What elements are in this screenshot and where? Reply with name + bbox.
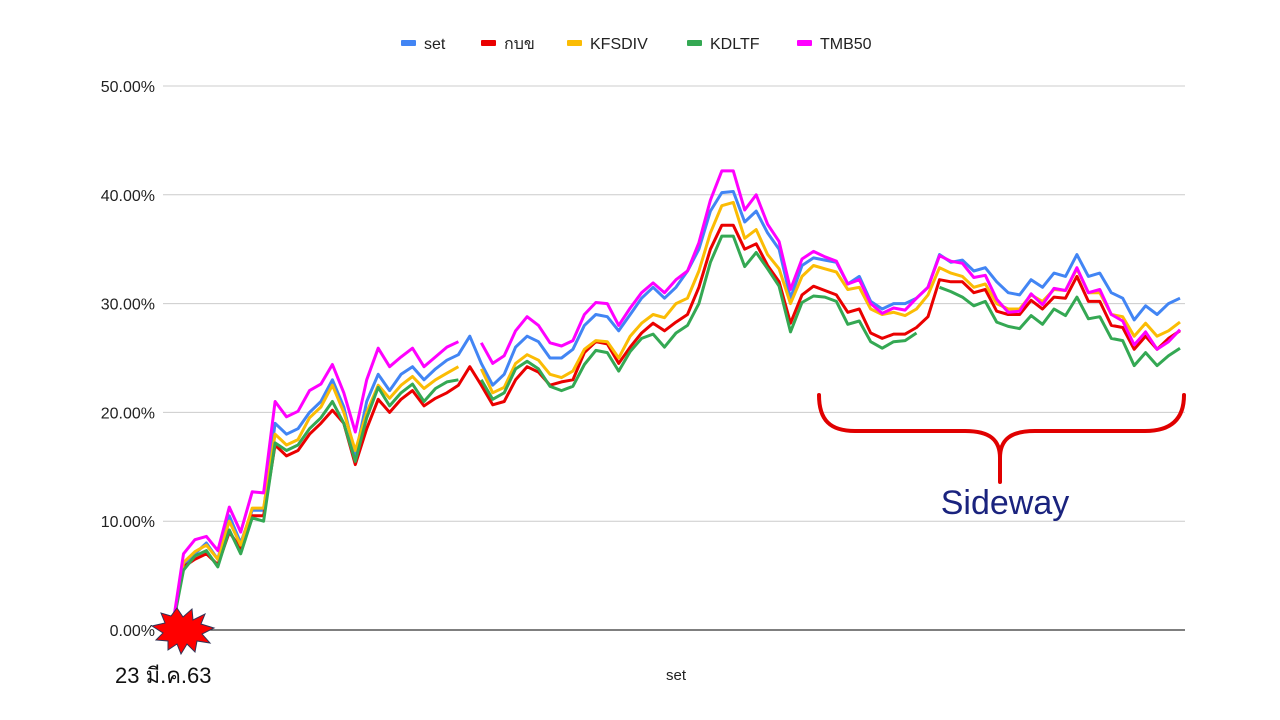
- chart-gridlines: [163, 85, 1185, 522]
- start-date-label: 23 มี.ค.63: [115, 663, 212, 688]
- y-tick-label: 50.00%: [101, 79, 155, 96]
- legend-label: KFSDIV: [590, 36, 648, 53]
- starburst-marker: [150, 607, 216, 656]
- series-line: [170, 234, 1181, 631]
- y-tick-label: 20.00%: [101, 405, 155, 422]
- legend-swatch: [567, 40, 582, 46]
- y-tick-label: 0.00%: [110, 623, 155, 640]
- x-axis-label: set: [666, 667, 687, 684]
- y-axis-ticks: 0.00% 10.00% 20.00% 30.00% 40.00% 50.00%: [101, 79, 155, 640]
- legend-label: TMB50: [820, 36, 872, 53]
- sideway-annotation: Sideway: [941, 484, 1070, 522]
- legend-label: set: [424, 36, 446, 53]
- legend-label: KDLTF: [710, 36, 760, 53]
- legend-swatch: [797, 40, 812, 46]
- sideway-brace: [817, 393, 1186, 484]
- y-tick-label: 10.00%: [101, 514, 155, 531]
- legend-label: กบข: [504, 36, 535, 53]
- series-line: [170, 169, 1182, 631]
- y-tick-label: 40.00%: [101, 188, 155, 205]
- chart-series: [170, 169, 1182, 631]
- starburst-shape: [150, 607, 216, 656]
- y-tick-label: 30.00%: [101, 297, 155, 314]
- legend-swatch: [401, 40, 416, 46]
- legend-swatch: [687, 40, 702, 46]
- legend-swatch: [481, 40, 496, 46]
- chart-legend: set กบข KFSDIV KDLTF TMB50: [401, 36, 872, 53]
- series-line: [170, 190, 1181, 631]
